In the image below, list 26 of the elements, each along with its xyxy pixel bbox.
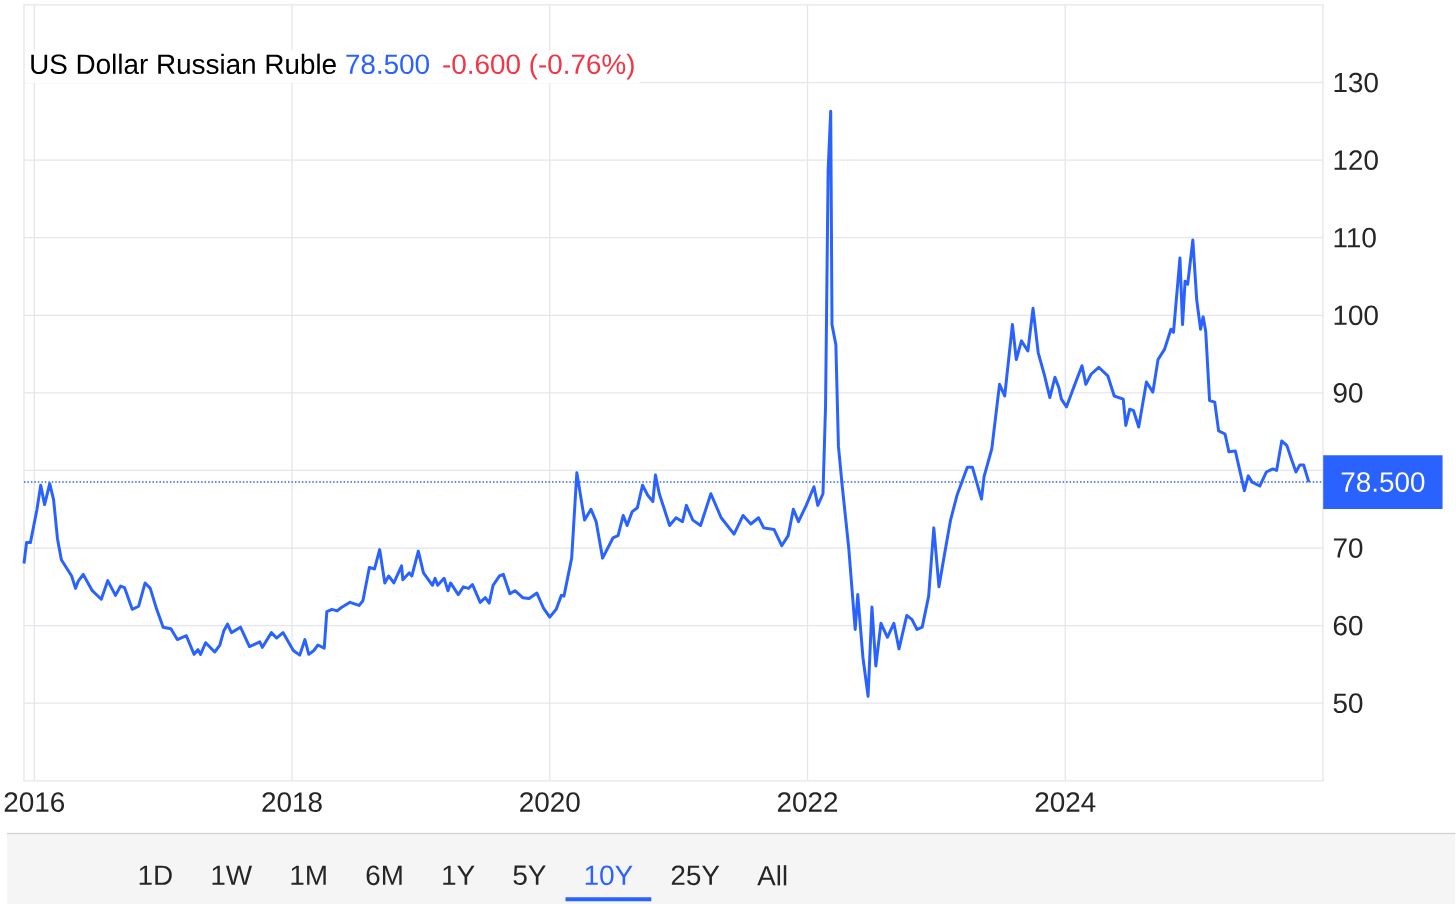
annotation: 78.500 <box>346 54 429 75</box>
text: 1M <box>291 865 326 885</box>
text: 25Y <box>671 865 720 886</box>
y-tick-label: 90 <box>1333 382 1363 403</box>
text: 6M <box>366 865 402 886</box>
ref-line-label: 78.500 <box>1341 472 1425 492</box>
y-tick-label: 50 <box>1333 693 1363 714</box>
text: 1W <box>212 865 253 885</box>
x-tick-label: 2022 <box>777 792 838 812</box>
y-tick-label: 120 <box>1334 150 1378 170</box>
text: 5Y <box>513 865 546 885</box>
y-tick-label: 100 <box>1334 305 1378 326</box>
y-tick-label: 70 <box>1333 538 1363 558</box>
x-tick-label: 2020 <box>520 792 580 812</box>
y-tick-label: 110 <box>1334 227 1376 248</box>
annotation: -0.600 (-0.76%) <box>443 53 634 80</box>
y-tick-label: 60 <box>1333 615 1363 636</box>
text: All <box>757 865 787 886</box>
x-tick-label: 2024 <box>1035 792 1096 812</box>
x-tick-label: 2016 <box>4 792 65 812</box>
text: US Dollar Russian Ruble <box>31 53 336 75</box>
text: 1D <box>139 865 172 885</box>
x-tick-label: 2018 <box>262 792 322 812</box>
text: 1Y <box>443 865 475 885</box>
text: 10Y <box>585 865 633 886</box>
y-tick-label: 130 <box>1334 72 1378 93</box>
